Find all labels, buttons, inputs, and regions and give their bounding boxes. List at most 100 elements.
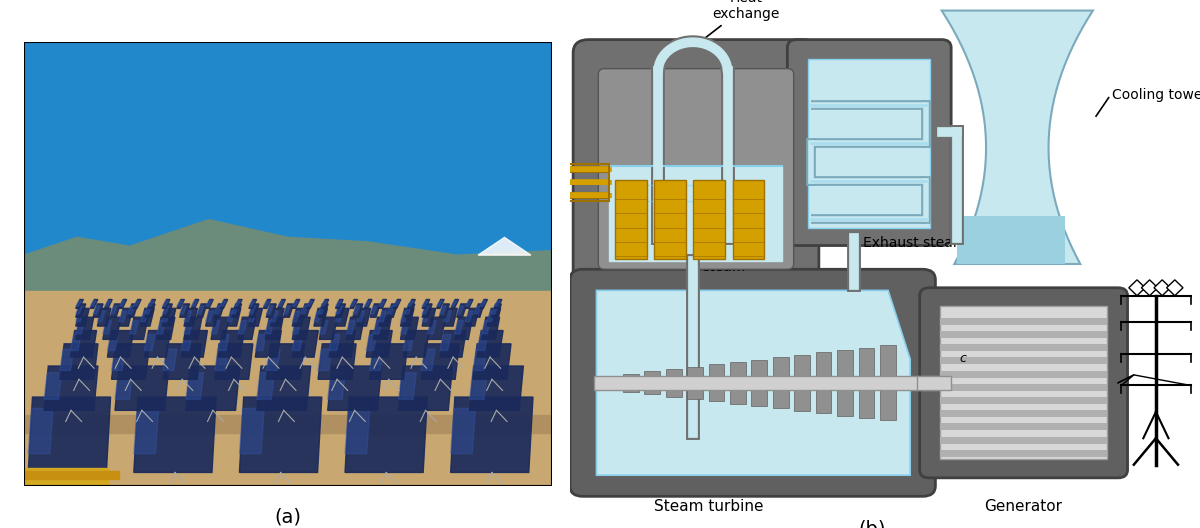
Polygon shape (403, 331, 430, 357)
Polygon shape (366, 335, 377, 351)
Polygon shape (134, 397, 216, 473)
Polygon shape (163, 349, 176, 371)
Bar (941, 423, 1108, 430)
Polygon shape (103, 317, 121, 340)
Polygon shape (350, 301, 356, 306)
Polygon shape (347, 320, 355, 334)
Polygon shape (444, 311, 451, 322)
Polygon shape (473, 344, 511, 379)
Bar (808, 59, 930, 228)
Bar (24, 471, 119, 479)
Polygon shape (494, 301, 500, 306)
Polygon shape (398, 366, 452, 410)
Polygon shape (180, 306, 186, 314)
Polygon shape (494, 299, 502, 308)
FancyBboxPatch shape (919, 288, 1128, 478)
Polygon shape (76, 308, 89, 326)
FancyBboxPatch shape (599, 69, 793, 269)
Polygon shape (215, 344, 253, 379)
Bar (601, 376, 617, 389)
FancyBboxPatch shape (574, 40, 818, 288)
Polygon shape (322, 299, 329, 308)
Bar (838, 350, 853, 416)
Polygon shape (256, 335, 266, 351)
Polygon shape (248, 308, 263, 326)
Polygon shape (119, 308, 132, 326)
Polygon shape (248, 301, 256, 306)
Polygon shape (318, 349, 331, 371)
Polygon shape (263, 301, 270, 306)
Polygon shape (293, 299, 300, 308)
Polygon shape (478, 331, 503, 357)
Polygon shape (197, 304, 206, 317)
Polygon shape (215, 304, 224, 317)
Polygon shape (94, 306, 100, 314)
Bar (958, 216, 1064, 264)
Polygon shape (421, 344, 460, 379)
Polygon shape (76, 301, 82, 306)
Polygon shape (104, 301, 110, 306)
Polygon shape (266, 304, 276, 317)
Polygon shape (466, 299, 473, 308)
Bar (794, 355, 810, 411)
Polygon shape (220, 299, 228, 308)
Polygon shape (466, 301, 472, 306)
Polygon shape (211, 317, 229, 340)
Polygon shape (234, 299, 242, 308)
Polygon shape (76, 320, 84, 334)
Bar (941, 450, 1108, 457)
Polygon shape (293, 308, 306, 326)
Bar (941, 410, 1108, 417)
Polygon shape (29, 408, 53, 454)
Polygon shape (162, 306, 169, 314)
Polygon shape (451, 397, 533, 473)
Polygon shape (103, 320, 112, 334)
Polygon shape (457, 306, 463, 314)
Bar (24, 415, 552, 432)
Bar (730, 362, 745, 403)
Polygon shape (90, 299, 97, 308)
Polygon shape (283, 304, 294, 317)
Polygon shape (293, 317, 310, 340)
Text: (b): (b) (859, 520, 886, 528)
Text: Cooling tower: Cooling tower (1111, 88, 1200, 102)
Polygon shape (401, 311, 408, 322)
Bar (688, 366, 703, 399)
Polygon shape (466, 311, 473, 322)
Polygon shape (403, 335, 414, 351)
Polygon shape (322, 301, 328, 306)
Polygon shape (60, 349, 73, 371)
Polygon shape (301, 306, 307, 314)
Bar (24, 468, 108, 486)
Polygon shape (127, 304, 138, 317)
Bar (616, 180, 647, 259)
Polygon shape (427, 317, 445, 340)
Polygon shape (421, 349, 436, 371)
Polygon shape (266, 349, 280, 371)
Polygon shape (227, 311, 235, 322)
Polygon shape (176, 299, 185, 308)
Polygon shape (108, 331, 133, 357)
Polygon shape (44, 366, 98, 410)
Polygon shape (71, 331, 96, 357)
Polygon shape (487, 308, 500, 326)
Polygon shape (439, 304, 450, 317)
Text: Superheated
steam: Superheated steam (702, 243, 792, 274)
Polygon shape (328, 366, 382, 410)
Polygon shape (457, 304, 467, 317)
Polygon shape (422, 299, 430, 308)
Polygon shape (370, 304, 380, 317)
Bar (941, 306, 1108, 459)
Polygon shape (293, 320, 301, 334)
Polygon shape (283, 306, 290, 314)
Polygon shape (71, 335, 82, 351)
Polygon shape (455, 317, 473, 340)
Polygon shape (145, 304, 155, 317)
Polygon shape (473, 349, 487, 371)
Polygon shape (29, 397, 110, 473)
Polygon shape (108, 335, 118, 351)
Polygon shape (162, 301, 168, 306)
Polygon shape (144, 331, 170, 357)
Polygon shape (197, 306, 204, 314)
Bar (654, 180, 686, 259)
